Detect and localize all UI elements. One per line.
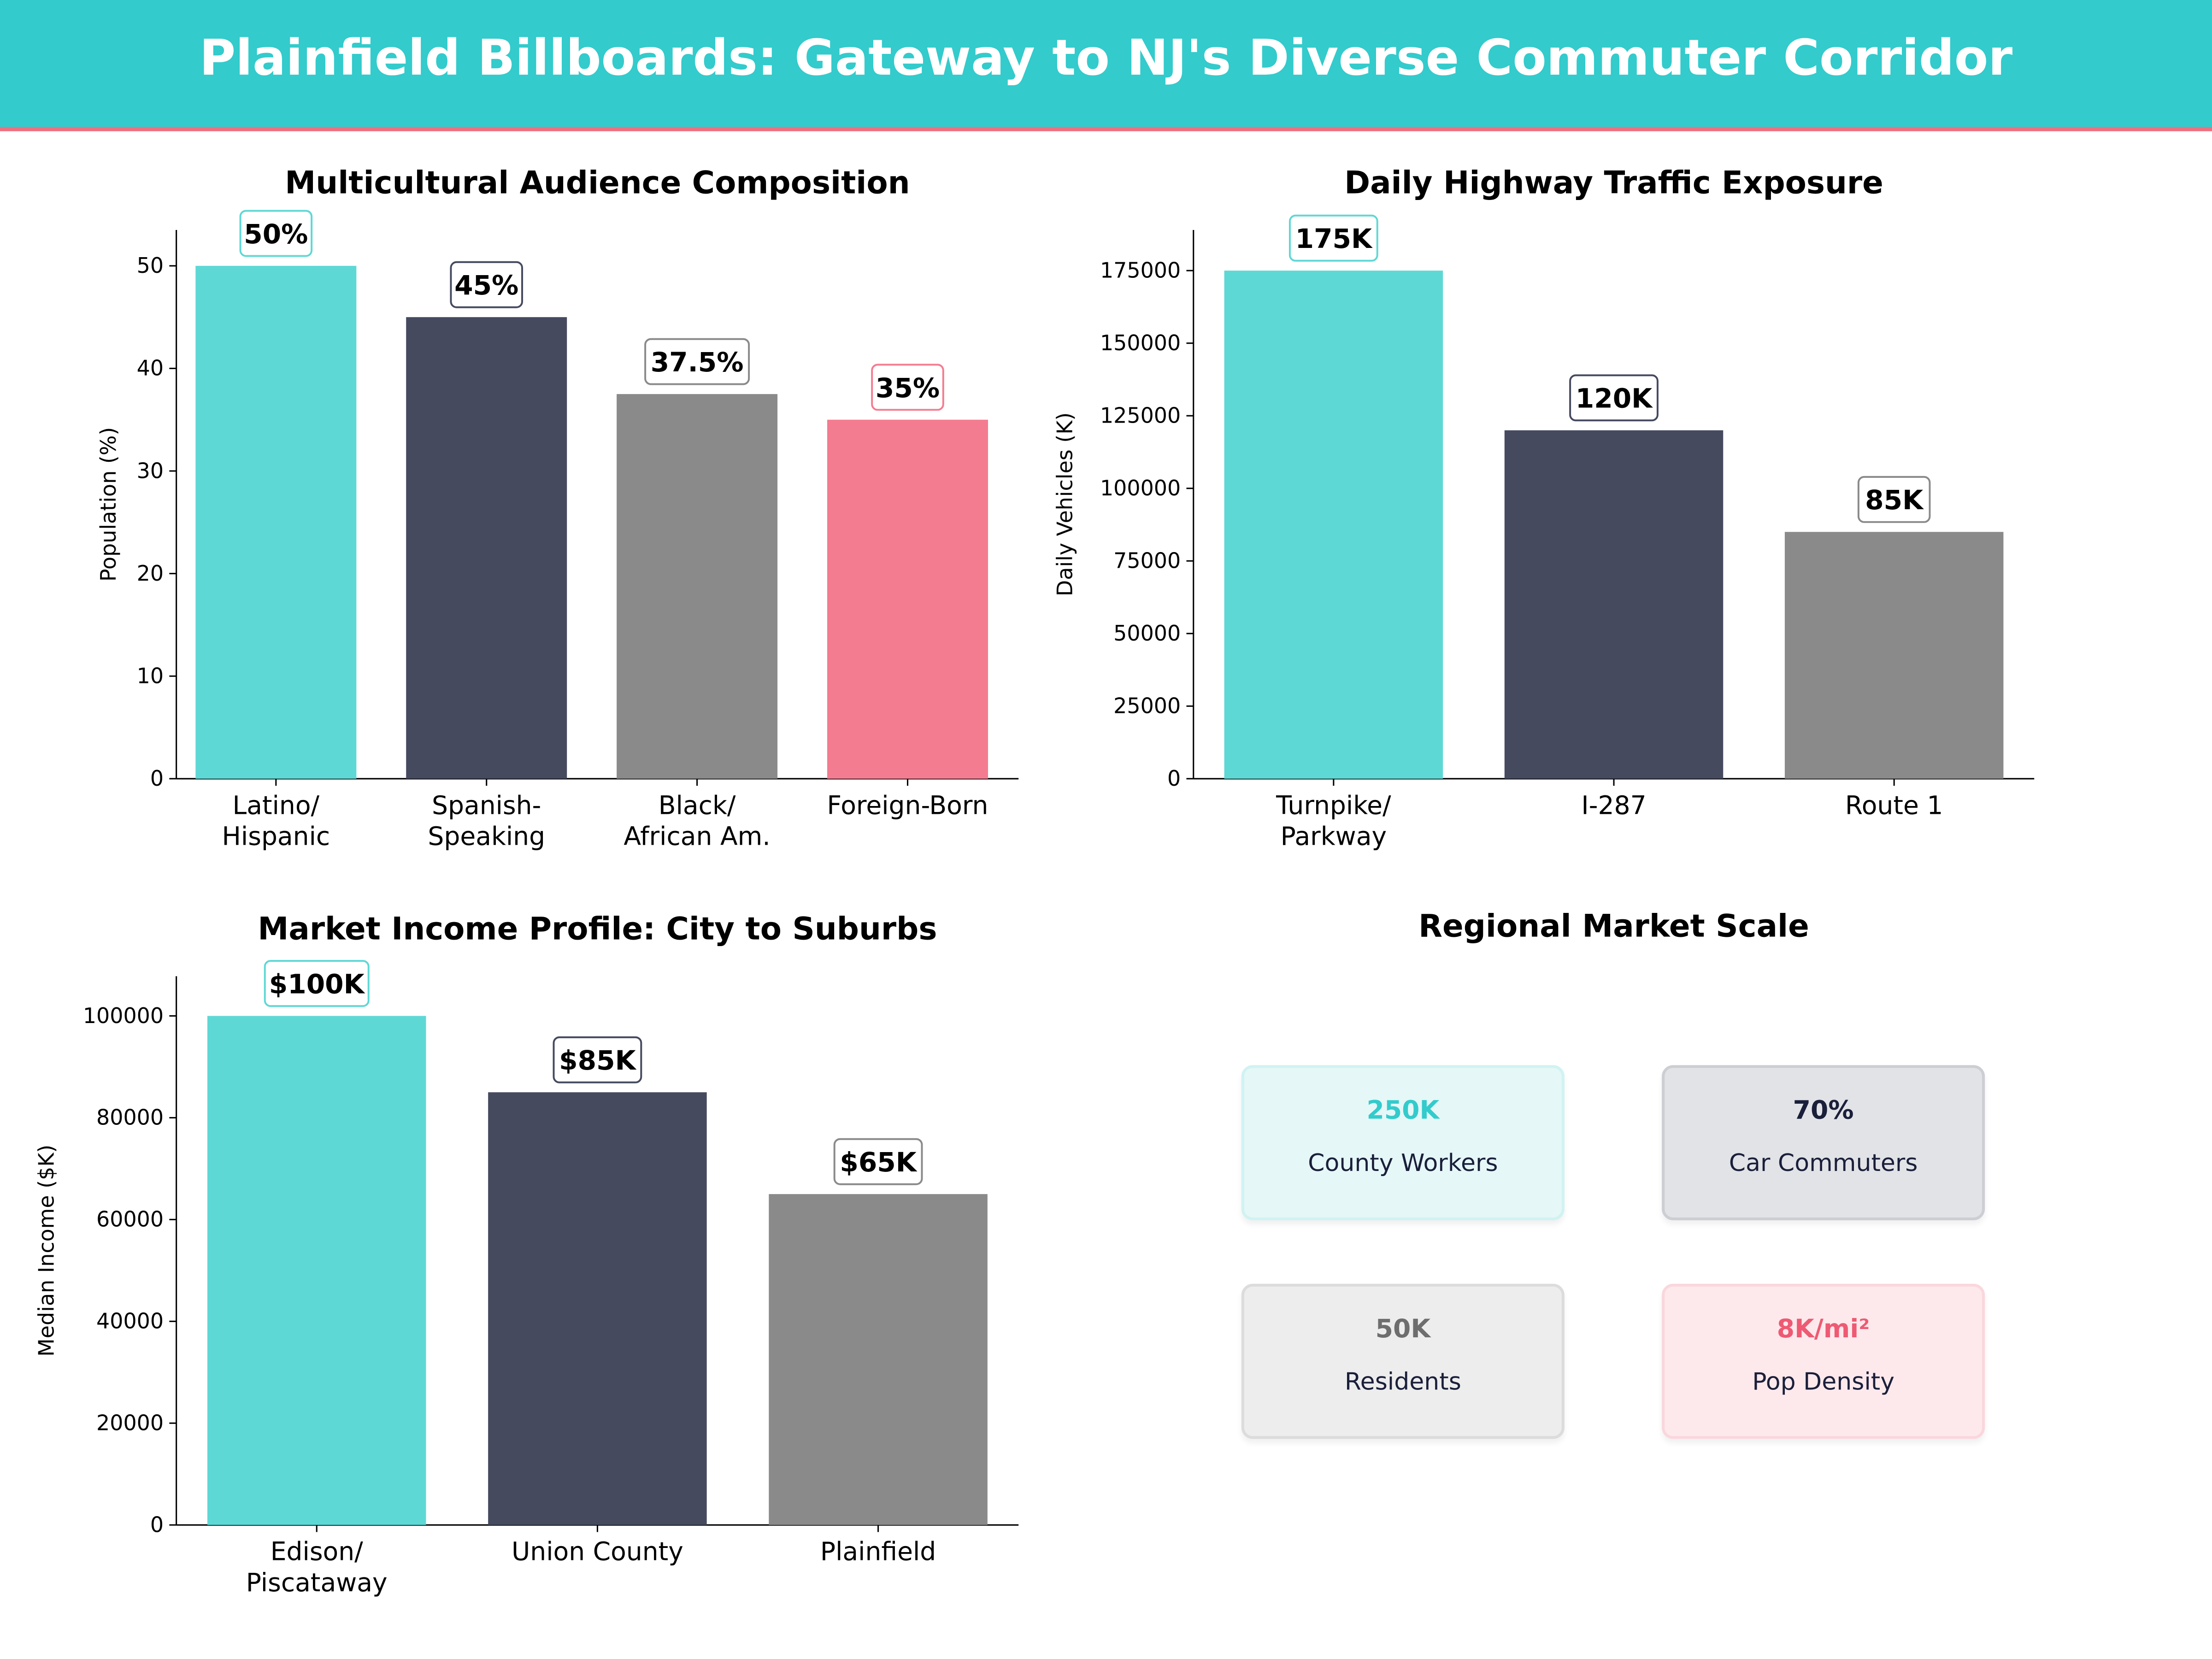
- y-tick-label: 100000: [83, 1003, 164, 1028]
- y-tick-label: 150000: [1100, 330, 1181, 355]
- data-label-box: [450, 261, 524, 308]
- y-tick-label: 10: [137, 664, 164, 688]
- x-tick-label: Edison/: [271, 1537, 363, 1566]
- bar: [1504, 430, 1724, 779]
- y-tick-label: 0: [1167, 766, 1181, 791]
- data-label: 37.5%: [651, 347, 744, 378]
- data-label-box: [1288, 214, 1378, 262]
- y-tick-label: 175000: [1100, 258, 1181, 282]
- data-label: 175K: [1295, 223, 1373, 254]
- data-label-box: [871, 364, 944, 411]
- stat-card-county-workers: 250K County Workers: [1241, 1065, 1565, 1220]
- y-tick-label: 80000: [96, 1105, 164, 1130]
- bar: [1224, 271, 1443, 779]
- data-label: $65K: [840, 1147, 917, 1178]
- y-tick-label: 125000: [1100, 403, 1181, 428]
- y-tick-label: 30: [137, 458, 164, 483]
- data-label: $85K: [559, 1045, 636, 1076]
- chart-1: Daily Highway Traffic Exposure 0 25000 5000…: [1053, 164, 2035, 851]
- scale-panel-title: Regional Market Scale: [1418, 910, 1809, 946]
- data-label: 50%: [244, 218, 308, 250]
- data-label: 120K: [1576, 383, 1653, 414]
- data-label-box: [239, 210, 313, 257]
- data-label: 45%: [454, 270, 518, 301]
- x-tick-label: Turnpike/: [1276, 790, 1391, 820]
- y-axis-label: Population (%): [96, 427, 121, 582]
- x-tick-label: Piscataway: [246, 1568, 388, 1597]
- y-tick-label: 20000: [96, 1411, 164, 1435]
- header-banner: Plainfield Billboards: Gateway to NJ's D…: [0, 0, 2212, 131]
- y-tick-label: 0: [150, 1512, 164, 1537]
- stat-value: 70%: [1793, 1096, 1854, 1126]
- data-label: 35%: [876, 372, 940, 404]
- stat-label: Residents: [1344, 1368, 1461, 1397]
- x-tick-label: Foreign-Born: [827, 790, 988, 820]
- y-tick-label: 25000: [1113, 694, 1181, 718]
- y-axis-label: Daily Vehicles (K): [1053, 412, 1077, 596]
- x-tick-label: African Am.: [624, 822, 770, 851]
- x-tick-label: Spanish-: [432, 790, 541, 820]
- stat-value: 8K/mi²: [1777, 1315, 1870, 1345]
- x-tick-label: Latino/: [233, 790, 320, 820]
- stat-card-residents: 50K Residents: [1241, 1283, 1565, 1439]
- chart-title: Multicultural Audience Composition: [285, 164, 910, 200]
- stat-label: Pop Density: [1752, 1368, 1894, 1397]
- stat-label: County Workers: [1308, 1149, 1498, 1178]
- chart-title: Daily Highway Traffic Exposure: [1344, 164, 1883, 200]
- chart-2: Market Income Profile: City to Suburbs 0 2…: [34, 911, 1019, 1597]
- y-tick-label: 20: [137, 561, 164, 586]
- bar: [207, 1016, 426, 1525]
- x-tick-label: Black/: [659, 790, 736, 820]
- chart-title: Market Income Profile: City to Suburbs: [258, 911, 937, 947]
- x-tick-label: Union County: [512, 1537, 683, 1566]
- page-title: Plainfield Billboards: Gateway to NJ's D…: [199, 31, 2013, 88]
- stat-label: Car Commuters: [1729, 1149, 1918, 1178]
- data-label: 85K: [1865, 484, 1924, 516]
- stat-value: 50K: [1375, 1315, 1431, 1345]
- data-label-box: [1569, 374, 1659, 422]
- x-tick-label: Route 1: [1845, 790, 1943, 820]
- bar: [827, 419, 988, 779]
- data-label-box: [553, 1036, 642, 1083]
- y-tick-label: 0: [150, 766, 164, 791]
- bar: [1784, 532, 2004, 779]
- chart-0: Multicultural Audience Composition 0 10 20 3…: [96, 164, 1019, 851]
- y-tick-label: 40: [137, 356, 164, 381]
- x-tick-label: Plainfield: [820, 1537, 936, 1566]
- x-tick-label: Parkway: [1281, 822, 1387, 851]
- x-tick-label: Hispanic: [222, 822, 330, 851]
- bar: [195, 265, 357, 779]
- y-tick-label: 40000: [96, 1309, 164, 1334]
- data-label-box: [1857, 476, 1931, 523]
- y-tick-label: 50: [137, 253, 164, 278]
- y-axis-label: Median Income ($K): [34, 1145, 59, 1357]
- bar: [769, 1194, 988, 1525]
- x-tick-label: Speaking: [428, 822, 545, 851]
- bar: [406, 317, 567, 779]
- y-tick-label: 60000: [96, 1207, 164, 1232]
- data-label-box: [833, 1138, 923, 1185]
- stat-card-car-commuters: 70% Car Commuters: [1662, 1065, 1985, 1220]
- y-tick-label: 100000: [1100, 476, 1181, 500]
- data-label-box: [644, 338, 750, 385]
- data-label-box: [264, 960, 370, 1007]
- stat-value: 250K: [1366, 1096, 1440, 1126]
- data-label: $100K: [269, 969, 365, 1000]
- y-tick-label: 50000: [1113, 621, 1181, 646]
- x-tick-label: I-287: [1581, 790, 1646, 820]
- bar: [617, 394, 778, 779]
- y-tick-label: 75000: [1113, 548, 1181, 573]
- stat-card-pop-density: 8K/mi² Pop Density: [1662, 1283, 1985, 1439]
- bar: [488, 1092, 707, 1525]
